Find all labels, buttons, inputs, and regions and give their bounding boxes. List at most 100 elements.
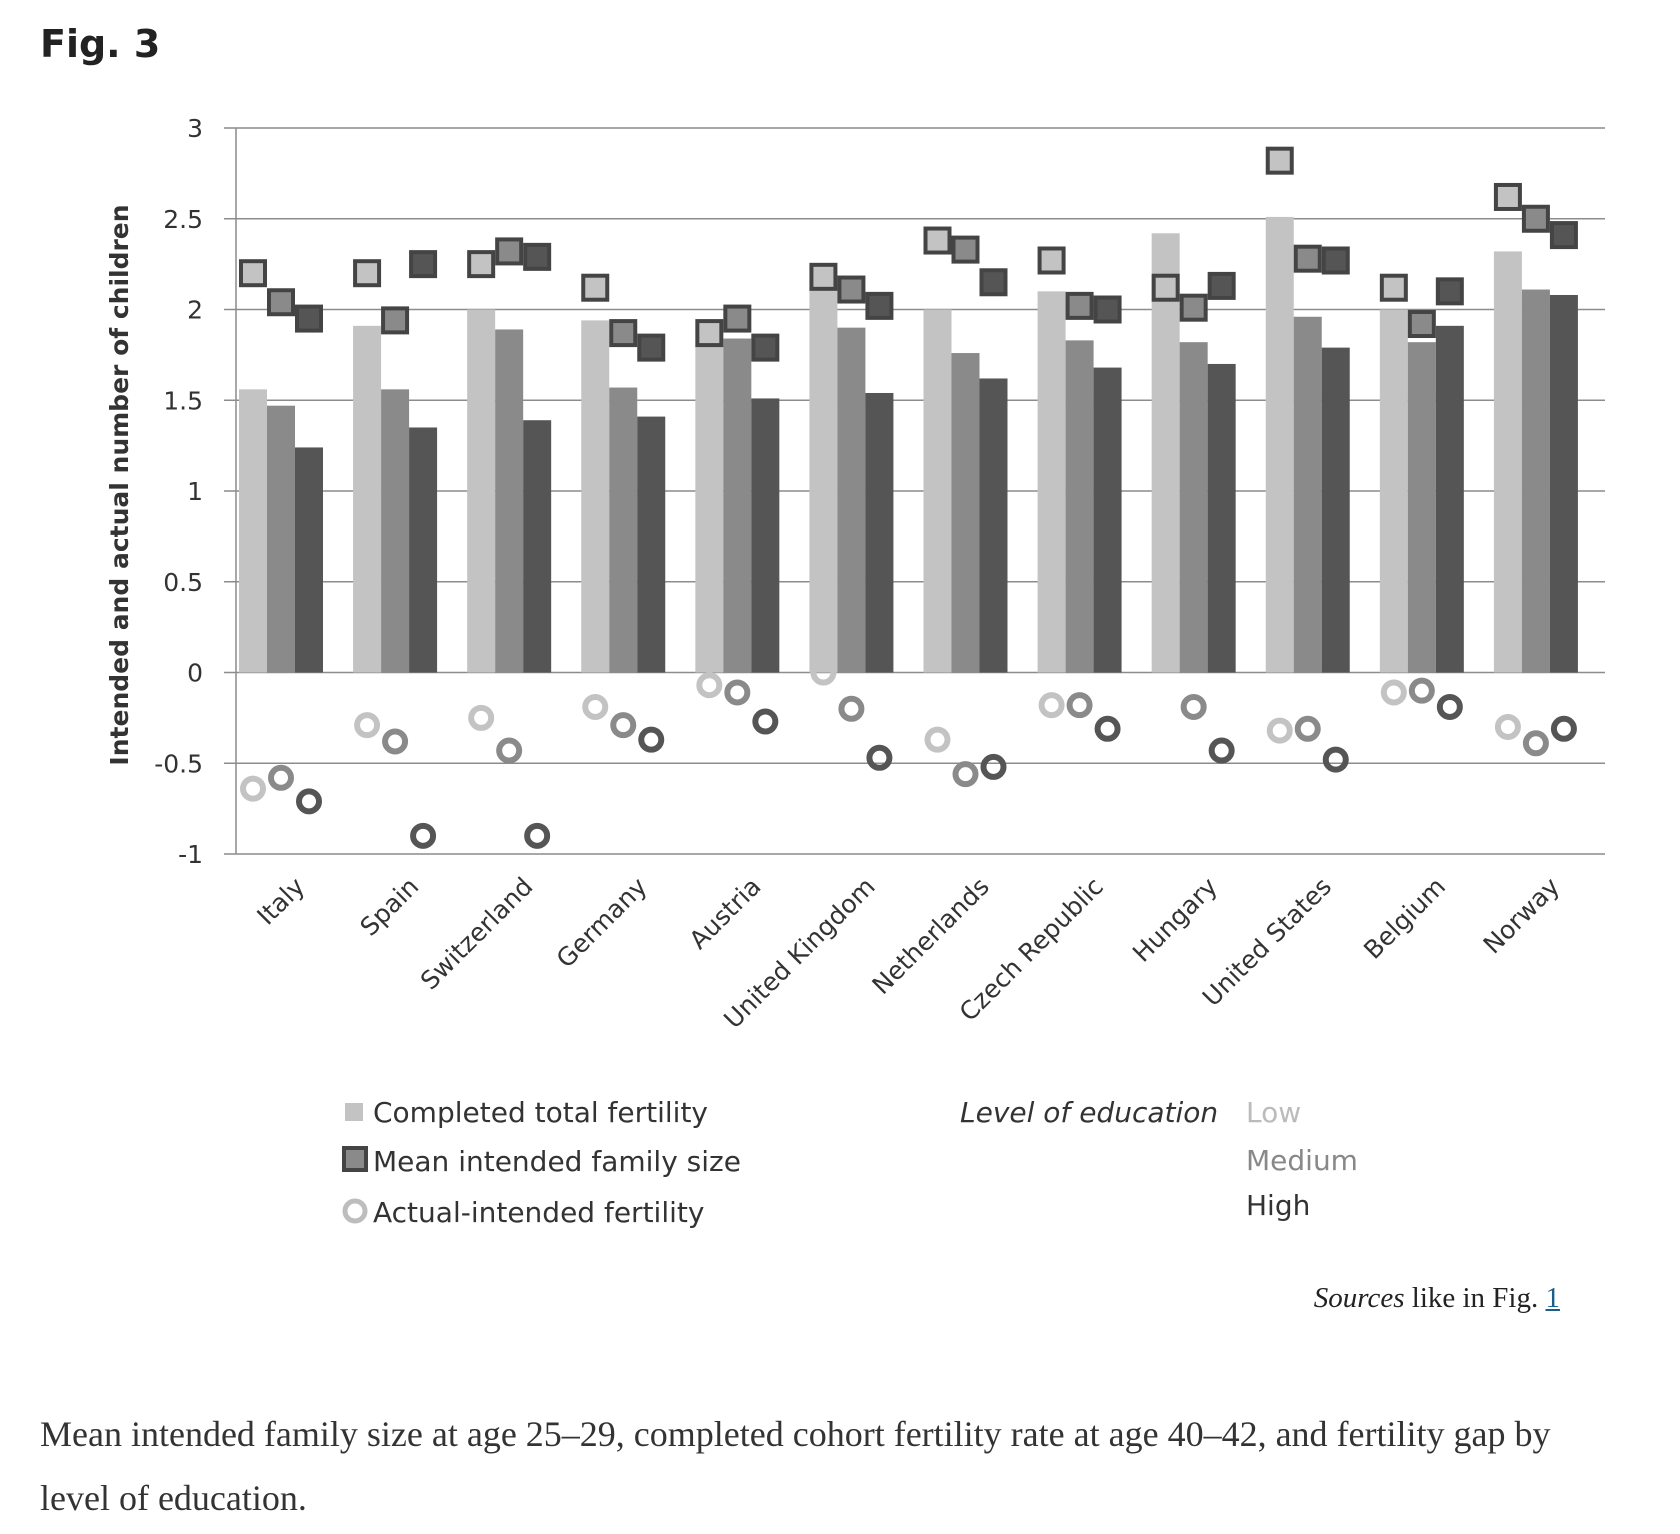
marker-intended-family-size xyxy=(495,237,524,266)
marker-intended-family-size xyxy=(1293,244,1322,273)
x-tick-label-switzerland: Switzerland xyxy=(415,872,539,996)
y-tick-label: 2.5 xyxy=(163,205,203,234)
bar-completed-fertility xyxy=(1179,342,1208,673)
marker-actual-intended xyxy=(610,712,637,739)
source-fig-link[interactable]: 1 xyxy=(1545,1282,1561,1314)
marker-intended-family-size xyxy=(1435,277,1464,306)
bar-completed-fertility xyxy=(1065,340,1094,673)
bar-completed-fertility xyxy=(239,389,267,673)
bar-completed-fertility xyxy=(1151,233,1180,673)
bar-completed-fertility xyxy=(495,329,524,673)
marker-actual-intended xyxy=(952,761,979,788)
bar-completed-fertility xyxy=(923,309,952,673)
bar-completed-fertility xyxy=(979,378,1008,673)
marker-actual-intended xyxy=(696,672,723,699)
marker-actual-intended xyxy=(496,737,523,764)
bar-completed-fertility xyxy=(1093,367,1122,673)
marker-intended-family-size xyxy=(467,250,496,279)
marker-intended-family-size xyxy=(1207,271,1236,300)
bar-completed-fertility xyxy=(1379,309,1408,673)
marker-actual-intended xyxy=(1266,717,1293,744)
bar-completed-fertility xyxy=(409,427,438,673)
marker-intended-family-size xyxy=(267,288,295,317)
marker-intended-family-size xyxy=(1065,291,1094,320)
bar-completed-fertility xyxy=(295,447,323,673)
marker-intended-family-size xyxy=(1265,146,1294,175)
marker-actual-intended xyxy=(268,764,294,791)
marker-intended-family-size xyxy=(1037,246,1066,275)
marker-intended-family-size xyxy=(381,306,410,335)
x-tick-label-norway: Norway xyxy=(1478,872,1566,960)
marker-intended-family-size xyxy=(923,226,952,255)
y-axis-label: Intended and actual number of children xyxy=(105,204,134,765)
bar-completed-fertility xyxy=(1493,251,1522,673)
marker-actual-intended xyxy=(924,726,951,753)
y-tick-label: 3 xyxy=(187,114,203,143)
bar-completed-fertility xyxy=(695,345,724,673)
marker-actual-intended xyxy=(582,693,609,720)
marker-intended-family-size xyxy=(695,319,724,348)
x-tick-label-germany: Germany xyxy=(551,872,653,974)
y-tick-label: -1 xyxy=(178,840,203,869)
bar-completed-fertility xyxy=(581,320,610,673)
bar-completed-fertility xyxy=(1549,294,1578,673)
figure-caption: Mean intended family size at age 25–29, … xyxy=(40,1414,1551,1518)
marker-intended-family-size xyxy=(1379,273,1408,302)
marker-intended-family-size xyxy=(409,250,438,279)
marker-actual-intended xyxy=(240,775,266,802)
marker-actual-intended xyxy=(866,744,893,771)
marker-actual-intended xyxy=(1522,730,1549,757)
x-tick-label-hungary: Hungary xyxy=(1127,872,1223,968)
marker-intended-family-size xyxy=(609,319,638,348)
legend-swatch-intended xyxy=(342,1146,368,1172)
bar-completed-fertility xyxy=(809,287,838,673)
legend-title: Level of education xyxy=(960,1096,1218,1129)
marker-actual-intended xyxy=(1094,715,1121,742)
marker-actual-intended xyxy=(410,822,437,849)
bar-completed-fertility xyxy=(1293,316,1322,673)
bar-completed-fertility xyxy=(837,327,866,673)
marker-actual-intended xyxy=(1038,692,1065,719)
bars xyxy=(239,216,1578,673)
figure-label: Fig. 3 xyxy=(40,22,161,66)
marker-actual-intended xyxy=(1550,715,1577,742)
bar-completed-fertility xyxy=(865,392,894,673)
marker-actual-intended xyxy=(1180,693,1207,720)
marker-intended-family-size xyxy=(979,268,1008,297)
marker-intended-family-size xyxy=(809,262,838,291)
legend: Completed total fertility Mean intended … xyxy=(342,1096,1358,1229)
marker-actual-intended xyxy=(468,704,495,731)
marker-intended-family-size xyxy=(523,242,552,271)
marker-intended-family-size xyxy=(1493,182,1522,211)
marker-intended-family-size xyxy=(865,291,894,320)
marker-actual-intended xyxy=(810,659,837,686)
legend-level-low: Low xyxy=(1246,1096,1301,1129)
marker-actual-intended xyxy=(1208,737,1235,764)
marker-intended-family-size xyxy=(723,304,752,333)
marker-actual-intended xyxy=(1322,746,1349,773)
marker-intended-family-size xyxy=(1151,273,1180,302)
bar-completed-fertility xyxy=(609,387,638,673)
bar-completed-fertility xyxy=(353,325,382,673)
legend-level-high: High xyxy=(1246,1189,1310,1222)
marker-actual-intended xyxy=(752,708,779,735)
source-italic: Sources xyxy=(1313,1282,1405,1314)
marker-actual-intended xyxy=(1494,713,1521,740)
bar-completed-fertility xyxy=(381,389,410,673)
bar-completed-fertility xyxy=(1407,342,1436,673)
marker-intended-family-size xyxy=(1521,204,1550,233)
bar-completed-fertility xyxy=(751,398,780,673)
bar-completed-fertility xyxy=(1265,216,1294,673)
marker-actual-intended xyxy=(1380,679,1407,706)
x-tick-label-netherlands: Netherlands xyxy=(867,872,995,1000)
marker-actual-intended xyxy=(1436,693,1463,720)
y-tick-label: 0.5 xyxy=(163,568,203,597)
bar-completed-fertility xyxy=(1435,325,1464,673)
y-axis-ticks: 3 2.5 2 1.5 1 0.5 0 -0.5 -1 xyxy=(154,114,203,869)
marker-intended-family-size xyxy=(1407,310,1436,339)
legend-level-medium: Medium xyxy=(1246,1144,1358,1177)
markers xyxy=(239,146,1578,849)
bar-completed-fertility xyxy=(1207,363,1236,673)
marker-actual-intended xyxy=(354,712,381,739)
